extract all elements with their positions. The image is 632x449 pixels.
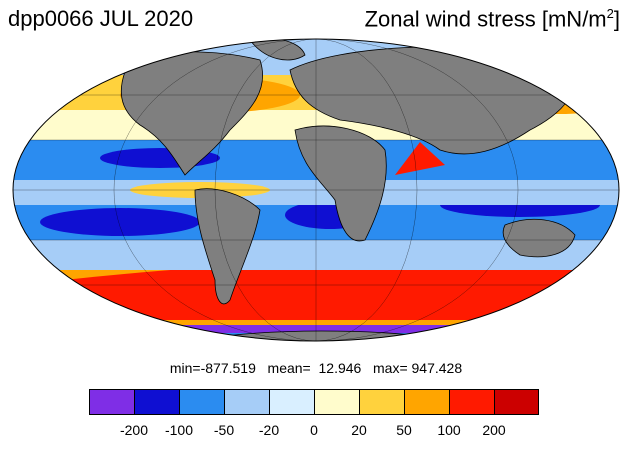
- colorbar-swatch: [269, 389, 314, 415]
- unit-exponent: 2: [606, 6, 614, 21]
- plot-title: dpp0066 JUL 2020: [8, 6, 194, 31]
- colorbar-swatch: [449, 389, 494, 415]
- colorbar-swatch: [179, 389, 224, 415]
- variable-name: Zonal wind stress [mN/m: [364, 6, 607, 32]
- graticule: [13, 39, 619, 341]
- field-statistics: min=-877.519 mean= 12.946 max= 947.428: [169, 360, 463, 376]
- colorbar-swatch: [134, 389, 179, 415]
- colorbar-tick-label: -50: [213, 422, 235, 438]
- colorbar-tick-label: 20: [351, 422, 367, 438]
- colorbar-ticks: -200 -100 -50 -20 0 20 50 100 200: [0, 422, 632, 442]
- colorbar: [89, 389, 539, 415]
- colorbar-tick-label: -20: [258, 422, 280, 438]
- colorbar-tick-label: 200: [482, 422, 506, 438]
- globe-outline: [12, 38, 620, 342]
- variable-close: ]: [613, 6, 620, 32]
- colorbar-swatch: [89, 389, 134, 415]
- colorbar-tick-label: -200: [119, 422, 149, 438]
- colorbar-swatch: [359, 389, 404, 415]
- colorbar-swatch: [314, 389, 359, 415]
- colorbar-tick-label: -100: [164, 422, 194, 438]
- colorbar-tick-label: 50: [396, 422, 412, 438]
- colorbar-tick-label: 0: [310, 422, 318, 438]
- colorbar-swatch: [494, 389, 539, 415]
- colorbar-tick-label: 100: [437, 422, 461, 438]
- colorbar-swatch: [404, 389, 449, 415]
- variable-title: Zonal wind stress [mN/m2]: [365, 6, 620, 32]
- colorbar-swatch: [224, 389, 269, 415]
